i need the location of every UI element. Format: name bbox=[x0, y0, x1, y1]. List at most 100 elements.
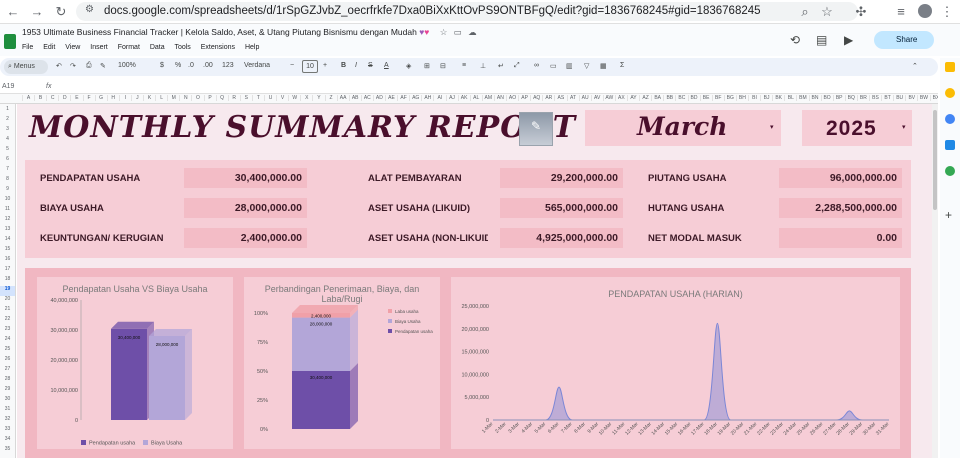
column-header-cell[interactable]: AQ bbox=[530, 95, 542, 101]
menu-view[interactable]: View bbox=[65, 44, 81, 51]
row-header-cell[interactable]: 28 bbox=[4, 376, 11, 382]
column-header-cell[interactable]: R bbox=[227, 95, 240, 101]
text-rotation-icon[interactable]: ⤢ bbox=[514, 62, 520, 69]
column-header-cell[interactable]: I bbox=[118, 95, 131, 101]
menu-insert[interactable]: Insert bbox=[90, 44, 108, 51]
row-header-cell[interactable]: 1 bbox=[6, 106, 9, 112]
row-header-cell[interactable]: 16 bbox=[4, 256, 11, 262]
add-on-plus-icon[interactable]: + bbox=[945, 208, 953, 222]
column-header-cell[interactable]: AN bbox=[493, 95, 506, 101]
font-size-decrease-icon[interactable]: − bbox=[290, 62, 295, 69]
net-modal-value[interactable]: 0.00 bbox=[779, 228, 902, 248]
meet-icon[interactable]: ▶ bbox=[844, 33, 854, 47]
row-header-cell[interactable]: 23 bbox=[4, 326, 11, 332]
column-header-cell[interactable]: BR bbox=[856, 95, 869, 101]
column-header-cell[interactable]: Y bbox=[312, 95, 324, 101]
row-header-cell[interactable]: 11 bbox=[4, 206, 11, 212]
column-header-cell[interactable]: BI bbox=[748, 95, 760, 101]
star-icon[interactable]: ☆ bbox=[439, 27, 448, 37]
percent-format-button[interactable]: % bbox=[175, 62, 182, 69]
row-header-cell[interactable]: 32 bbox=[4, 416, 11, 422]
column-header-cell[interactable]: V bbox=[276, 95, 288, 101]
column-header-cell[interactable]: B bbox=[34, 95, 46, 101]
row-header-cell[interactable]: 19 bbox=[0, 286, 15, 296]
column-header-cell[interactable]: A bbox=[22, 95, 34, 101]
move-folder-icon[interactable]: ▭ bbox=[453, 27, 462, 37]
alat-pembayaran-value[interactable]: 29,200,000.00 bbox=[500, 168, 623, 188]
column-header-cell[interactable]: AY bbox=[627, 95, 639, 101]
reading-list-icon[interactable]: ≡ bbox=[897, 4, 905, 19]
forward-arrow-icon[interactable]: → bbox=[30, 4, 44, 19]
print-icon[interactable]: ⎙ bbox=[86, 62, 92, 69]
column-header-cell[interactable]: AU bbox=[578, 95, 591, 101]
calendar-icon[interactable] bbox=[945, 62, 955, 72]
row-header-cell[interactable]: 30 bbox=[4, 396, 11, 402]
column-header-cell[interactable]: L bbox=[155, 95, 167, 101]
collapse-toolbar-icon[interactable]: ⌃ bbox=[912, 63, 918, 70]
column-header-cell[interactable]: BB bbox=[663, 95, 675, 101]
filter-icon[interactable]: ▽ bbox=[584, 63, 590, 70]
column-header-cell[interactable]: AA bbox=[336, 95, 349, 101]
pendapatan-value[interactable]: 30,400,000.00 bbox=[184, 168, 307, 188]
column-header-cell[interactable]: BQ bbox=[844, 95, 857, 101]
row-header-cell[interactable]: 26 bbox=[4, 356, 11, 362]
currency-format-button[interactable]: $ bbox=[160, 62, 164, 69]
bold-icon[interactable]: B bbox=[341, 62, 347, 69]
hutang-value[interactable]: 2,288,500,000.00 bbox=[779, 198, 902, 218]
column-header-cell[interactable]: BD bbox=[687, 95, 700, 101]
row-header-cell[interactable]: 25 bbox=[4, 346, 11, 352]
row-header-cell[interactable]: 12 bbox=[4, 216, 11, 222]
scrollbar-thumb[interactable] bbox=[933, 110, 937, 210]
more-formats-button[interactable]: 123 bbox=[222, 62, 234, 69]
column-header-cell[interactable]: BK bbox=[772, 95, 784, 101]
contacts-icon[interactable] bbox=[945, 140, 955, 150]
browser-menu-icon[interactable]: ⋮ bbox=[940, 4, 954, 19]
row-header-cell[interactable]: 22 bbox=[4, 316, 11, 322]
row-header-cell[interactable]: 4 bbox=[6, 136, 9, 142]
name-box[interactable]: A19 bbox=[2, 83, 15, 90]
column-header-cell[interactable]: AZ bbox=[639, 95, 651, 101]
text-color-icon[interactable]: A bbox=[384, 62, 389, 69]
column-header-cell[interactable]: K bbox=[143, 95, 155, 101]
piutang-value[interactable]: 96,000,000.00 bbox=[779, 168, 902, 188]
paint-format-icon[interactable]: ✎ bbox=[100, 63, 106, 70]
column-header-cell[interactable]: AD bbox=[372, 95, 385, 101]
row-header-cell[interactable]: 34 bbox=[4, 436, 11, 442]
column-header-cell[interactable]: AF bbox=[397, 95, 409, 101]
menu-extensions[interactable]: Extensions bbox=[200, 44, 236, 51]
column-header-cell[interactable]: BG bbox=[723, 95, 736, 101]
column-header-cell[interactable]: BW bbox=[917, 95, 929, 101]
bookmark-star-icon[interactable]: ☆ bbox=[821, 4, 833, 19]
column-header-cell[interactable]: U bbox=[264, 95, 276, 101]
profile-avatar[interactable] bbox=[918, 4, 932, 18]
column-header-cell[interactable]: AV bbox=[590, 95, 603, 101]
maps-icon[interactable] bbox=[945, 166, 955, 176]
column-header-cell[interactable]: BP bbox=[832, 95, 845, 101]
row-header-cell[interactable]: 15 bbox=[4, 246, 11, 252]
column-header-cell[interactable]: AI bbox=[433, 95, 445, 101]
menu-help[interactable]: Help bbox=[244, 44, 260, 51]
menu-file[interactable]: File bbox=[22, 44, 34, 51]
column-header-cell[interactable]: BV bbox=[905, 95, 917, 101]
row-header-cell[interactable]: 33 bbox=[4, 426, 11, 432]
column-header-cell[interactable]: AR bbox=[542, 95, 554, 101]
keuntungan-value[interactable]: 2,400,000.00 bbox=[184, 228, 307, 248]
column-header-cell[interactable]: AJ bbox=[445, 95, 458, 101]
column-header-cell[interactable]: AP bbox=[518, 95, 530, 101]
comments-icon[interactable]: ▤ bbox=[816, 33, 828, 47]
row-header-cell[interactable]: 3 bbox=[6, 126, 9, 132]
row-header-cell[interactable]: 10 bbox=[4, 196, 11, 202]
row-header-cell[interactable]: 13 bbox=[4, 226, 11, 232]
row-header-cell[interactable]: 7 bbox=[6, 166, 9, 172]
insert-link-icon[interactable]: ∞ bbox=[534, 62, 539, 69]
menu-tools[interactable]: Tools bbox=[174, 44, 191, 51]
sheets-logo-icon[interactable] bbox=[4, 34, 16, 49]
column-header-cell[interactable]: BO bbox=[820, 95, 833, 101]
filter-views-icon[interactable]: ▦ bbox=[600, 63, 607, 70]
column-header-cell[interactable]: AB bbox=[348, 95, 361, 101]
column-header-cell[interactable]: BS bbox=[869, 95, 881, 101]
aset-likuid-value[interactable]: 565,000,000.00 bbox=[500, 198, 623, 218]
column-header-cell[interactable]: C bbox=[46, 95, 58, 101]
column-header-cell[interactable]: BF bbox=[711, 95, 724, 101]
column-header-cell[interactable]: AT bbox=[566, 95, 579, 101]
